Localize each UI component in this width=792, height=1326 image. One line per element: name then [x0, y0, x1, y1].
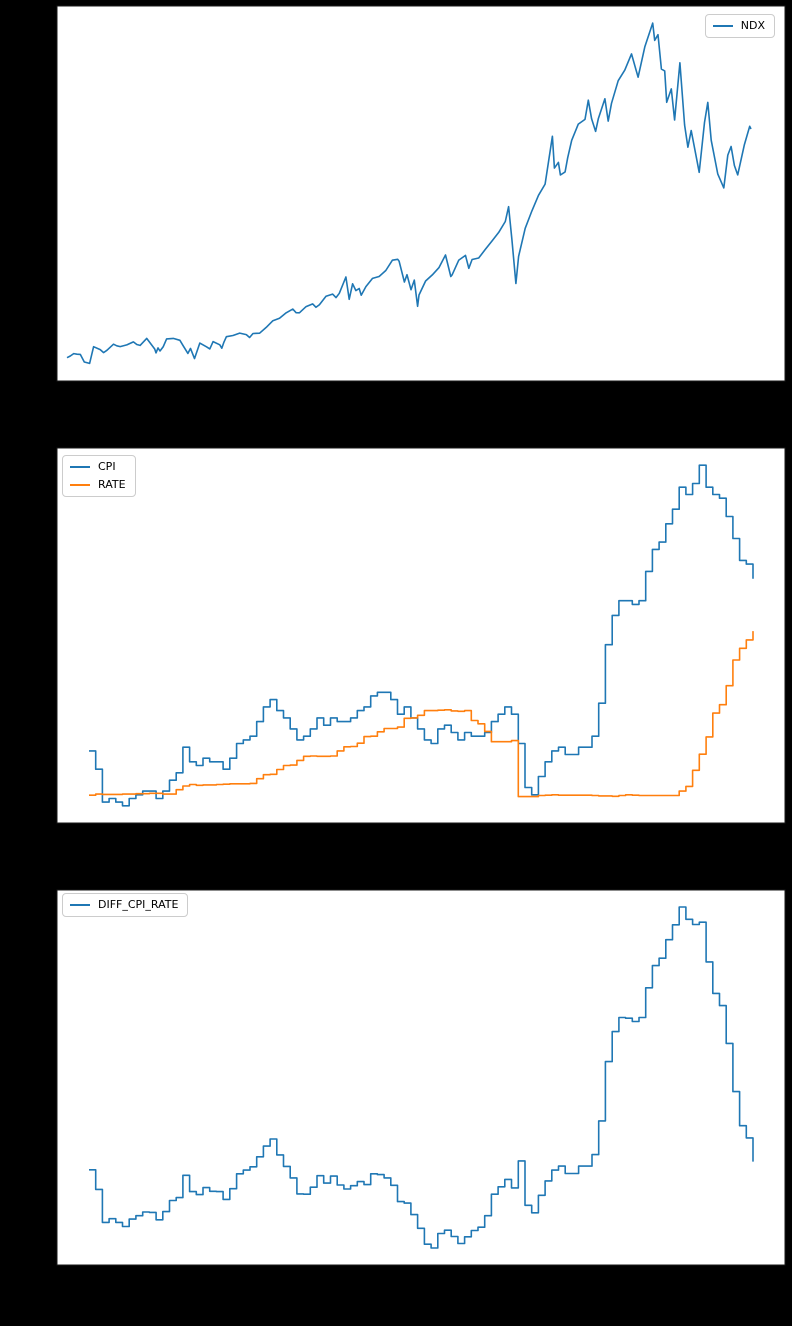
diff-cpi-rate-figure: DIFF_CPI_RATE [0, 884, 792, 1326]
ndx-line [66, 22, 752, 365]
cpi-legend-label: CPI [98, 460, 116, 473]
legend-entry-rate: RATE [70, 478, 126, 492]
ndx-plot-area [56, 5, 786, 382]
ndx-legend-label: NDX [740, 19, 765, 32]
rate-legend-label: RATE [98, 477, 126, 491]
diff-cpi-rate-legend-label: DIFF_CPI_RATE [98, 898, 179, 911]
ndx-legend: NDX [704, 14, 775, 38]
cpi-rate-plot [56, 447, 786, 824]
cpi-rate-legend: CPI RATE [62, 455, 136, 497]
cpi-rate-plot-area [56, 447, 786, 824]
diff-cpi-rate-plot [56, 889, 786, 1266]
legend-entry-cpi: CPI [70, 460, 126, 474]
legend-entry-ndx: NDX [712, 19, 765, 33]
diff-cpi-rate-legend: DIFF_CPI_RATE [62, 893, 189, 917]
legend-entry-diff-cpi-rate: DIFF_CPI_RATE [70, 898, 178, 912]
diff-cpi-rate-plot-area [56, 889, 786, 1266]
rate-line-swatch [70, 483, 90, 486]
cpi-rate-figure: CPI RATE [0, 442, 792, 884]
ndx-figure: NDX [0, 0, 792, 442]
diff-cpi-rate-line-swatch [70, 903, 90, 906]
rate-line [89, 631, 754, 798]
cpi-line [89, 464, 754, 807]
diff-cpi-rate-line [89, 906, 754, 1249]
ndx-plot [56, 5, 786, 382]
cpi-line-swatch [70, 465, 90, 468]
ndx-line-swatch [712, 24, 733, 27]
